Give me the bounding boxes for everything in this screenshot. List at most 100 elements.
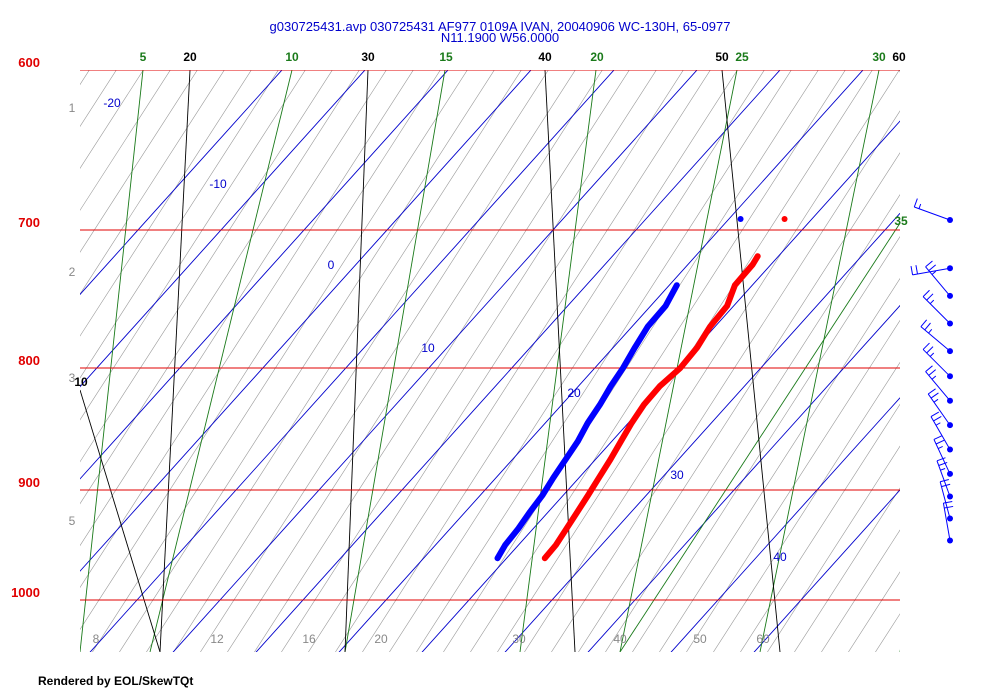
wind-barb <box>910 265 953 276</box>
isotherm-label: 30 <box>670 468 684 482</box>
moist-adiabat-line <box>551 110 900 652</box>
grid-lines <box>80 10 1000 662</box>
dry-adiabat-line <box>344 70 369 652</box>
pressure-label: 800 <box>18 353 40 368</box>
wind-barb-flag <box>929 352 935 357</box>
wind-barb-staff <box>920 326 951 352</box>
dry-adiabat-label: 40 <box>538 50 552 64</box>
wind-barb-flag <box>918 203 922 209</box>
wind-barb-flag <box>935 439 945 445</box>
moist-adiabat-line <box>875 613 900 652</box>
isotherm-line <box>338 70 864 652</box>
bottom-label: 50 <box>693 632 707 646</box>
moist-adiabat-line <box>578 152 900 652</box>
moist-adiabat-line <box>80 70 279 379</box>
wind-barb-staff <box>927 393 951 426</box>
moist-adiabat-line <box>80 70 144 169</box>
bottom-label: 40 <box>613 632 627 646</box>
wind-barb-flag <box>928 264 937 272</box>
wind-barb-staff <box>942 502 951 541</box>
wind-barb-flag <box>925 260 933 268</box>
wind-barb-flag <box>920 319 928 327</box>
moist-adiabat-line <box>923 10 1000 662</box>
isotherm-line <box>753 489 900 652</box>
moist-adiabat-line <box>659 278 900 652</box>
moist-adiabat-line <box>92 70 468 652</box>
wind-barb-flag <box>927 388 936 395</box>
wind-barb-staff <box>914 206 951 221</box>
wind-barb <box>913 198 953 223</box>
isotherm-label: -10 <box>209 177 227 191</box>
wind-barb-flag <box>930 392 939 399</box>
wind-barb-flag <box>928 328 933 334</box>
dry-adiabat-label: 30 <box>361 50 375 64</box>
bottom-label: 60 <box>756 632 770 646</box>
mixing-ratio-line <box>619 70 738 652</box>
moist-adiabat-line <box>335 70 711 652</box>
pressure-label: 1000 <box>11 585 40 600</box>
isotherm-line <box>80 70 532 572</box>
wind-barb-staff <box>936 460 951 497</box>
dewpoint-profile <box>494 282 680 562</box>
wind-barb-staff <box>925 371 951 402</box>
moist-adiabat-line <box>632 236 900 652</box>
moist-adiabat-line <box>80 70 414 589</box>
moist-adiabat-line <box>80 70 198 253</box>
dry-adiabat-line <box>721 70 781 652</box>
isotherm-line <box>80 70 366 388</box>
isotherm-label: 20 <box>567 386 581 400</box>
wind-barb-staff <box>925 266 951 297</box>
moist-adiabat-line <box>740 403 900 652</box>
wind-barb-staff <box>930 416 951 450</box>
mixing-ratio-label: 30 <box>872 50 886 64</box>
wind-barb-flag <box>941 483 951 488</box>
wind-barb-flag <box>915 265 918 275</box>
wind-barb <box>942 501 954 544</box>
bottom-label: 16 <box>302 632 316 646</box>
dry-adiabat-line <box>80 389 161 652</box>
wind-barb-flag <box>933 415 942 422</box>
moist-adiabat-line <box>80 70 117 127</box>
wind-barb-flag <box>940 468 946 471</box>
moist-adiabat-line <box>80 70 333 463</box>
wind-barb-flag <box>922 289 930 297</box>
mixing-ratio-label: 15 <box>439 50 453 64</box>
moist-adiabat-line <box>848 571 900 652</box>
moist-adiabat-line <box>389 70 765 652</box>
moist-adiabat-line <box>794 487 900 652</box>
wind-barb <box>939 478 953 522</box>
wind-barb <box>936 457 953 500</box>
temperature-profile <box>541 253 761 562</box>
moist-adiabat-line <box>767 445 900 652</box>
isotherm-label: -20 <box>103 96 121 110</box>
wind-barb <box>922 342 953 380</box>
wind-barb-flag <box>910 265 914 275</box>
moist-adiabat-line <box>977 10 1000 662</box>
wind-barb <box>922 289 953 327</box>
dry-adiabat-label: 10 <box>74 375 88 389</box>
left-label: 3 <box>69 371 76 385</box>
moist-adiabat-line <box>443 70 819 652</box>
wind-barb-flag <box>936 457 946 462</box>
wind-barb <box>925 260 953 299</box>
moist-adiabat-line <box>80 70 252 337</box>
wind-barb-flag <box>931 270 937 275</box>
moist-adiabat-line <box>308 70 684 652</box>
moist-adiabat-line <box>227 70 603 652</box>
wind-barb <box>925 365 953 404</box>
mixing-ratio-line <box>759 70 880 652</box>
moist-adiabat-line <box>524 70 900 652</box>
isotherm-label: 10 <box>421 341 435 355</box>
wind-barbs <box>910 198 954 544</box>
bottom-label: 20 <box>374 632 388 646</box>
wind-barb-flag <box>933 398 939 403</box>
isotherm-line <box>255 70 781 652</box>
wind-barb-flag <box>930 411 940 418</box>
moist-adiabat-line <box>119 70 495 652</box>
moist-adiabat-line <box>173 70 549 652</box>
chart-subtitle: N11.1900 W56.0000 <box>441 30 559 45</box>
dry-adiabat-label: 50 <box>715 50 729 64</box>
dry-adiabat-line <box>544 70 576 652</box>
